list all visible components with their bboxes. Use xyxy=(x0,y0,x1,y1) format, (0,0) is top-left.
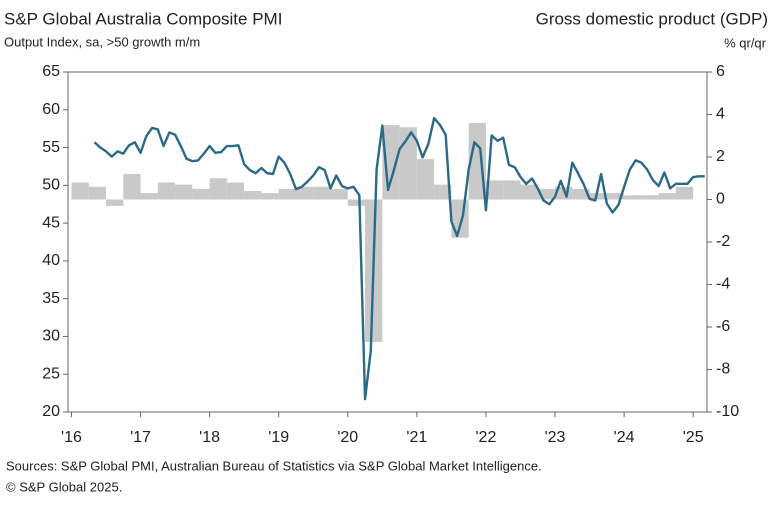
gdp-bar xyxy=(503,180,521,200)
y-tick-label: 45 xyxy=(42,214,60,231)
y2-tick-label: 0 xyxy=(716,191,725,208)
x-tick-label: '18 xyxy=(199,429,220,446)
gdp-bar xyxy=(641,195,659,200)
gdp-bar xyxy=(330,188,348,200)
y-tick-label: 40 xyxy=(42,252,60,269)
gdp-bar xyxy=(520,184,538,200)
y-tick-label: 25 xyxy=(42,365,60,382)
gdp-bar xyxy=(175,184,193,200)
gdp-bar xyxy=(295,186,314,200)
gdp-bar xyxy=(675,186,694,200)
gdp-bar xyxy=(485,180,504,200)
y-tick-label: 50 xyxy=(42,177,60,194)
gdp-bar xyxy=(537,188,556,200)
gdp-bar xyxy=(157,182,176,200)
y-tick-label: 60 xyxy=(42,101,60,118)
y2-tick-label: -10 xyxy=(716,403,739,420)
gdp-bar xyxy=(192,188,210,200)
x-tick-label: '24 xyxy=(614,429,635,446)
gdp-bar xyxy=(451,199,469,238)
gdp-bar xyxy=(313,186,331,200)
x-tick-label: '25 xyxy=(683,429,704,446)
x-tick-label: '20 xyxy=(337,429,358,446)
y2-tick-label: -8 xyxy=(716,361,730,378)
gdp-bar xyxy=(416,159,435,200)
y2-tick-label: 6 xyxy=(716,63,725,80)
y2-tick-label: -2 xyxy=(716,233,730,250)
gdp-bar xyxy=(624,195,642,200)
gdp-bar xyxy=(468,123,486,200)
gdp-bar xyxy=(244,191,262,200)
x-tick-label: '23 xyxy=(545,429,566,446)
y-tick-label: 65 xyxy=(42,63,60,80)
y2-tick-label: -4 xyxy=(716,276,730,293)
gdp-bar xyxy=(71,182,89,200)
copyright: © S&P Global 2025. xyxy=(6,479,122,494)
y-tick-label: 20 xyxy=(42,403,60,420)
gdp-bar xyxy=(572,188,590,200)
chart-title: S&P Global Australia Composite PMI xyxy=(4,9,282,28)
y2-tick-label: 4 xyxy=(716,106,725,123)
y2-title: Gross domestic product (GDP) xyxy=(536,9,768,28)
y-tick-label: 55 xyxy=(42,139,60,156)
gdp-bar xyxy=(140,193,158,200)
gdp-bar xyxy=(434,184,452,200)
pmi-line xyxy=(93,116,705,401)
gdp-bar xyxy=(226,182,245,200)
gdp-bar xyxy=(347,199,366,206)
x-tick-label: '22 xyxy=(476,429,497,446)
chart-subtitle: Output Index, sa, >50 growth m/m xyxy=(4,34,200,49)
y-tick-label: 35 xyxy=(42,290,60,307)
gdp-bar xyxy=(209,178,227,200)
x-tick-label: '21 xyxy=(406,429,427,446)
gdp-bar xyxy=(105,199,124,206)
gdp-bar xyxy=(123,174,141,200)
y-tick-label: 30 xyxy=(42,328,60,345)
gdp-bar xyxy=(658,193,676,200)
y2-tick-label: -6 xyxy=(716,318,730,335)
y2-tick-label: 2 xyxy=(716,148,725,165)
gdp-bar xyxy=(261,193,279,200)
y2-subtitle: % qr/qr xyxy=(724,35,767,50)
gdp-bar xyxy=(88,186,106,200)
x-tick-label: '19 xyxy=(268,429,289,446)
gdp-bar xyxy=(278,188,296,200)
gdp-bar xyxy=(589,193,607,200)
x-tick-label: '17 xyxy=(130,429,151,446)
gdp-bar xyxy=(606,193,625,200)
source-note: Sources: S&P Global PMI, Australian Bure… xyxy=(6,458,542,473)
x-tick-label: '16 xyxy=(61,429,82,446)
